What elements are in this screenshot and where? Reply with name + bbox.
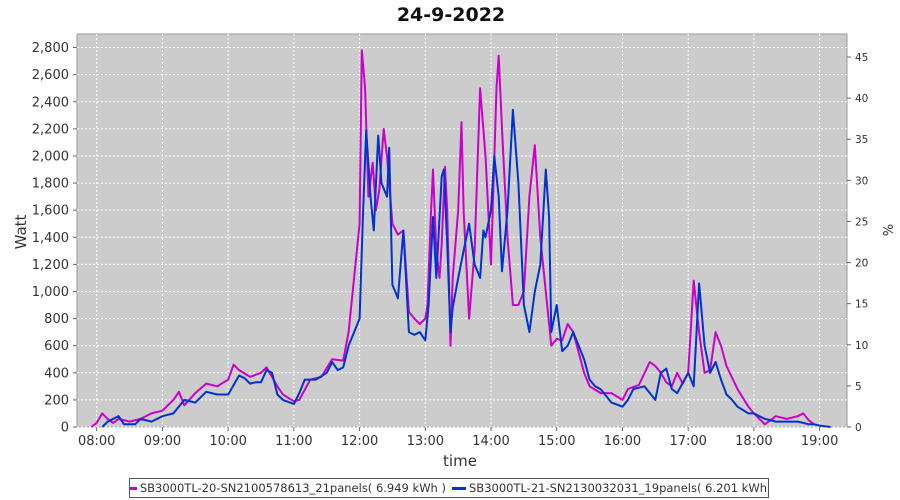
y2-tick-label: 20 bbox=[855, 258, 868, 270]
legend-item-series-2: SB3000TL-21-SN2130032031_19panels( 6.201… bbox=[452, 481, 769, 495]
y-tick-label: 1,000 bbox=[32, 285, 69, 300]
x-tick-label: 13:00 bbox=[407, 434, 444, 449]
series-line-2 bbox=[101, 108, 831, 428]
x-tick-label: 15:00 bbox=[538, 434, 575, 449]
y-tick-label: 600 bbox=[44, 339, 69, 354]
x-tick-label: 17:00 bbox=[669, 434, 706, 449]
y-tick-label: 800 bbox=[44, 312, 69, 327]
right-axis: 0 5 10 15 20 25 30 35 40 45 bbox=[847, 52, 868, 434]
legend-label-series-1: SB3000TL-20-SN2100578613_21panels( 6.949… bbox=[139, 481, 446, 495]
y2-tick-label: 25 bbox=[855, 216, 868, 228]
grid-lines bbox=[77, 34, 847, 428]
y2-tick-label: 30 bbox=[855, 175, 868, 187]
y-tick-label: 200 bbox=[44, 393, 69, 408]
y2-tick-label: 10 bbox=[855, 340, 868, 352]
bottom-axis: 08:00 09:00 10:00 11:00 12:00 13:00 14:00 15:00… bbox=[78, 427, 838, 449]
y-tick-label: 1,400 bbox=[32, 231, 69, 246]
y-tick-label: 2,000 bbox=[32, 149, 69, 164]
y2-axis-label: % bbox=[879, 224, 894, 236]
x-tick-label: 14:00 bbox=[472, 434, 509, 449]
y-tick-label: 1,800 bbox=[32, 177, 69, 192]
y-tick-label: 0 bbox=[61, 421, 69, 436]
legend-swatch-series-1 bbox=[130, 486, 137, 490]
series-line-1 bbox=[90, 49, 815, 428]
y-tick-label: 1,200 bbox=[32, 258, 69, 273]
legend-item-series-1: SB3000TL-20-SN2100578613_21panels( 6.949… bbox=[130, 481, 446, 495]
y-tick-label: 2,400 bbox=[32, 95, 69, 110]
x-tick-label: 19:00 bbox=[801, 434, 838, 449]
x-tick-label: 10:00 bbox=[209, 434, 246, 449]
y2-tick-label: 35 bbox=[855, 134, 868, 146]
y2-tick-label: 45 bbox=[855, 52, 868, 64]
x-tick-label: 18:00 bbox=[735, 434, 772, 449]
y2-tick-label: 15 bbox=[855, 299, 868, 311]
series-layer bbox=[90, 49, 831, 428]
y-tick-label: 1,600 bbox=[32, 204, 69, 219]
y-tick-label: 2,800 bbox=[32, 41, 69, 56]
chart-legend: SB3000TL-20-SN2100578613_21panels( 6.949… bbox=[129, 478, 769, 498]
x-axis-label: time bbox=[443, 452, 477, 470]
y-tick-label: 400 bbox=[44, 366, 69, 381]
left-axis: 0 200 400 600 800 1,000 1,200 1,400 1,600 1,800 2,… bbox=[32, 41, 77, 436]
chart-title: 24-9-2022 bbox=[397, 4, 505, 26]
x-tick-label: 12:00 bbox=[341, 434, 378, 449]
x-tick-label: 09:00 bbox=[144, 434, 181, 449]
legend-swatch-series-2 bbox=[452, 486, 466, 490]
x-tick-label: 11:00 bbox=[275, 434, 312, 449]
y-axis-label: Watt bbox=[12, 214, 30, 249]
y2-tick-label: 0 bbox=[855, 422, 862, 434]
y-tick-label: 2,600 bbox=[32, 68, 69, 83]
y-tick-label: 2,200 bbox=[32, 122, 69, 137]
plot-area bbox=[76, 33, 848, 428]
x-tick-label: 16:00 bbox=[604, 434, 641, 449]
legend-label-series-2: SB3000TL-21-SN2130032031_19panels( 6.201… bbox=[469, 481, 769, 495]
y2-tick-label: 5 bbox=[855, 381, 862, 393]
x-tick-label: 08:00 bbox=[78, 434, 115, 449]
y2-tick-label: 40 bbox=[855, 93, 868, 105]
